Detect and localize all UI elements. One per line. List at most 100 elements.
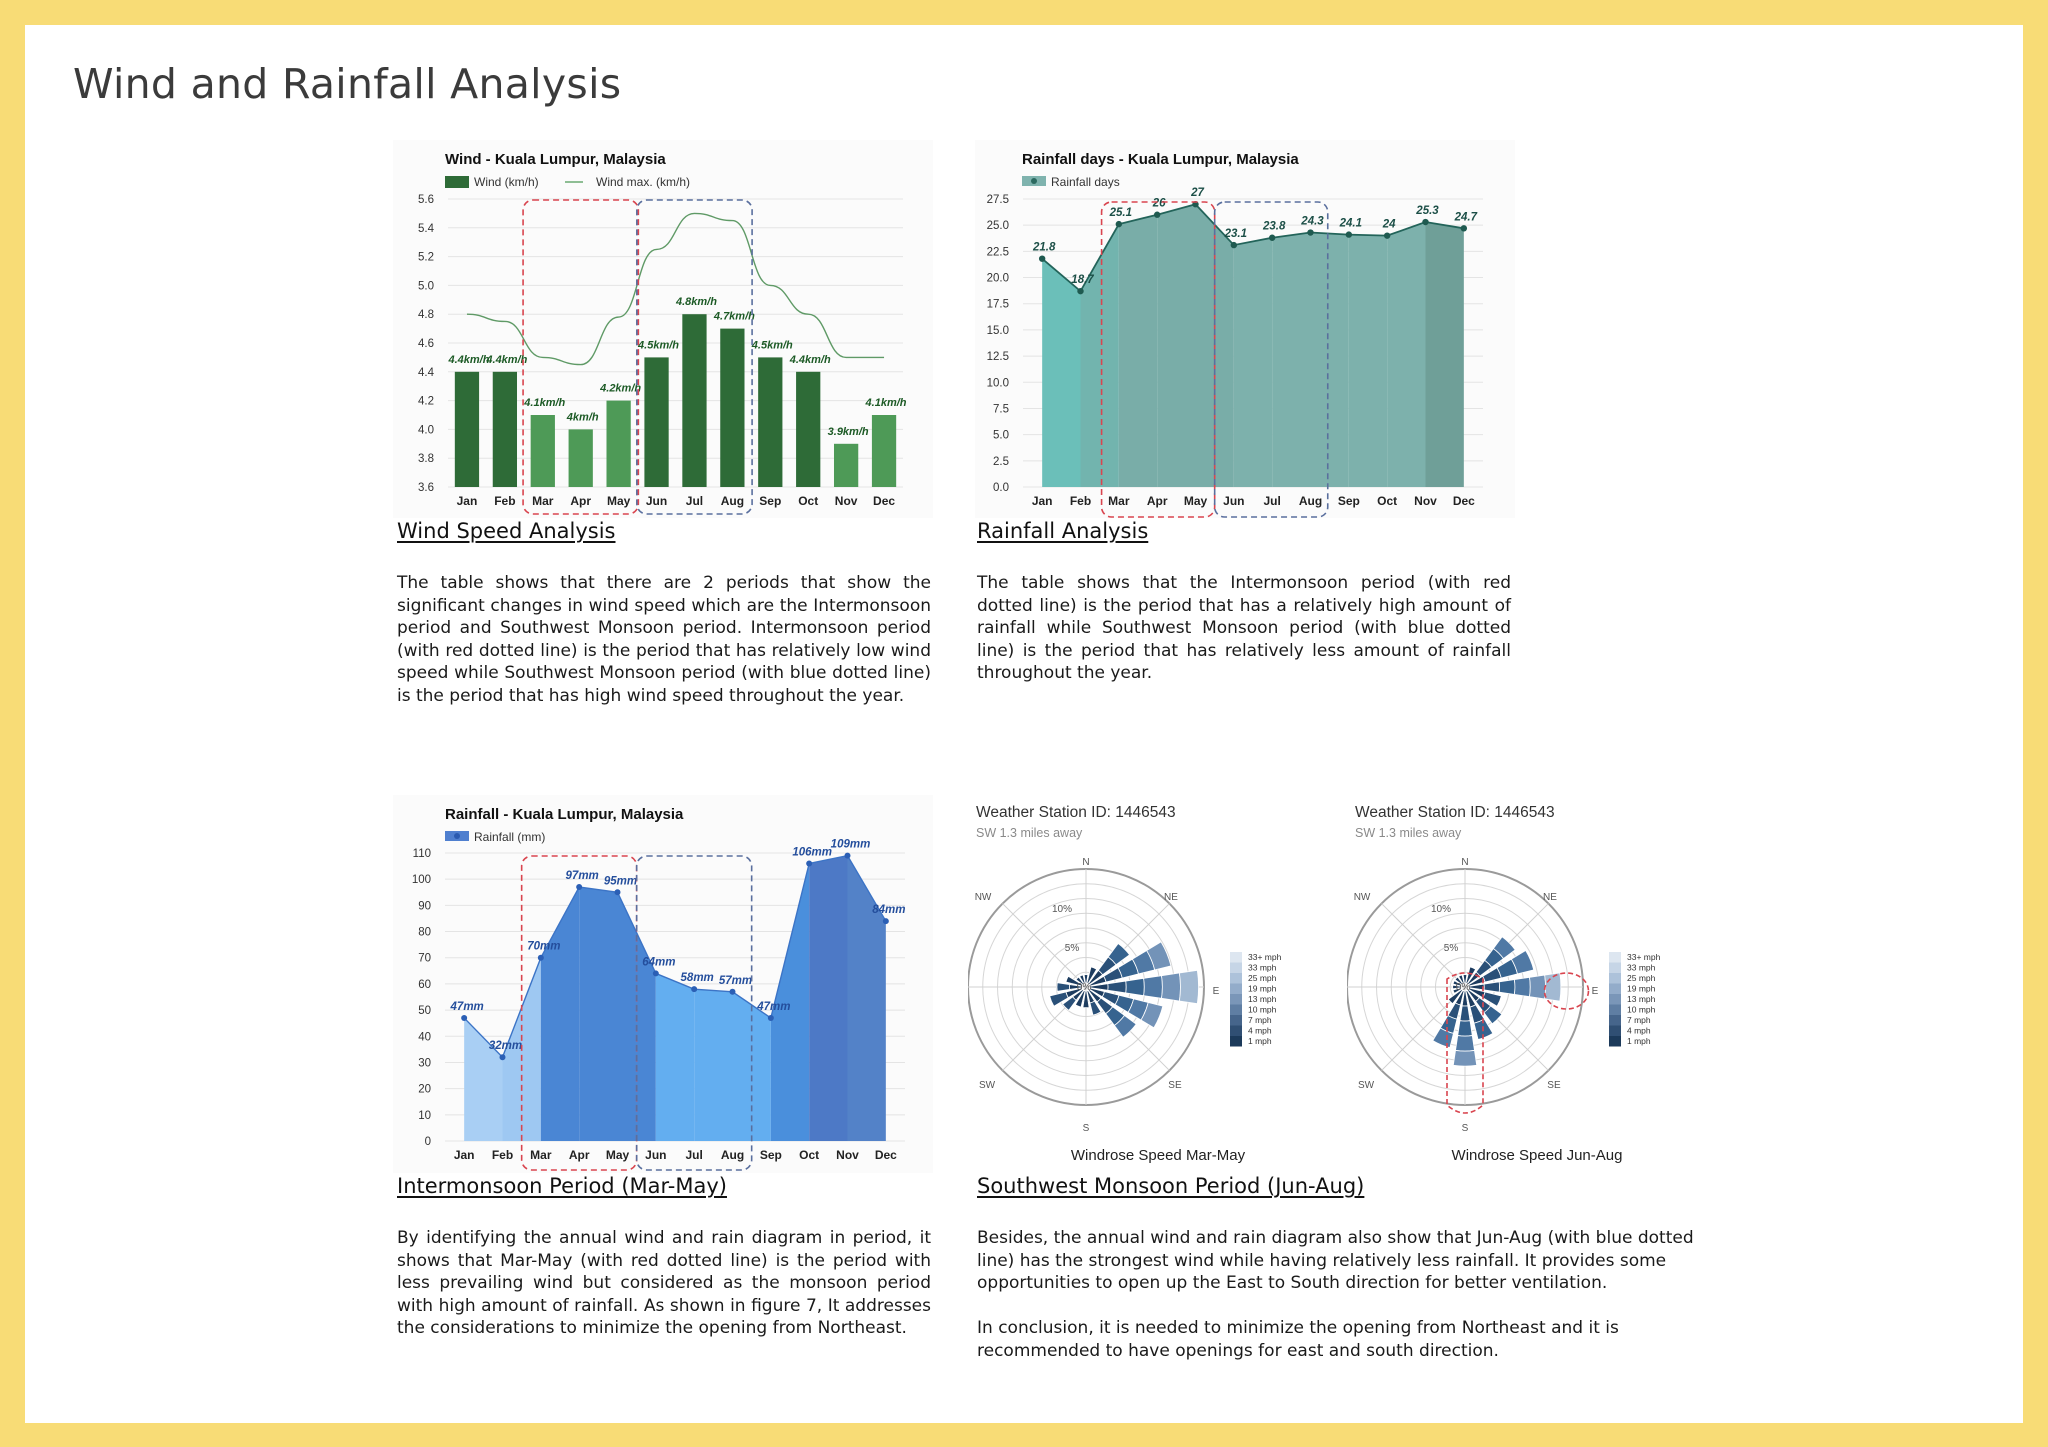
x-tick-label: Mar <box>530 1148 552 1162</box>
southwest-text-paragraph-1: Besides, the annual wind and rain diagra… <box>977 1228 1694 1294</box>
legend-label: 7 mph <box>1627 1015 1651 1025</box>
area-segment <box>464 1017 503 1141</box>
station-id: Weather Station ID: 1446543 <box>1355 804 1555 821</box>
y-tick-label: 4.0 <box>418 424 434 436</box>
series-line <box>1041 203 1464 293</box>
data-label: 3.9km/h <box>828 426 869 438</box>
x-tick-label: Nov <box>1414 494 1437 508</box>
legend-swatch <box>1609 1036 1621 1047</box>
rose-petal-segment <box>1107 980 1127 994</box>
y-tick-label: 25.0 <box>987 220 1009 232</box>
direction-label: E <box>1213 986 1220 997</box>
rose-petal-segment <box>1065 975 1084 987</box>
x-tick-label: Feb <box>492 1148 513 1162</box>
area-segment <box>1233 237 1273 487</box>
area-segment <box>1118 214 1158 487</box>
data-label: 97mm <box>566 870 599 882</box>
rose-petal-segment <box>1447 988 1464 1005</box>
rose-petal-segment <box>1459 1005 1471 1022</box>
windrose-caption: Windrose Speed Jun-Aug <box>1452 1147 1623 1164</box>
y-tick-label: 5.4 <box>418 223 435 235</box>
series-line-wind-max <box>466 212 885 366</box>
data-point <box>1307 229 1314 236</box>
data-label: 109mm <box>831 839 871 851</box>
legend-label: 7 mph <box>1248 1015 1272 1025</box>
area-segment <box>1272 232 1311 487</box>
legend-label: 33+ mph <box>1627 952 1661 962</box>
rose-petal-segment <box>1089 1000 1102 1016</box>
data-label: 4.4km/h <box>447 354 489 366</box>
southwest-text-paragraph-2: In conclusion, it is needed to minimize … <box>977 1318 1619 1361</box>
y-tick-label: 30 <box>418 1057 431 1069</box>
y-tick-label: 5.2 <box>418 252 434 264</box>
rose-petal-segment <box>1083 974 1089 984</box>
area-segment <box>1080 224 1119 487</box>
direction-label: SE <box>1547 1080 1561 1091</box>
data-point <box>614 889 621 896</box>
area-segment <box>1425 222 1464 487</box>
rose-petal-segment <box>1483 1005 1503 1025</box>
direction-label: N <box>1082 857 1089 868</box>
area-segment <box>847 855 886 1141</box>
legend-swatch <box>1230 1036 1242 1047</box>
ring-label: 0% <box>1456 982 1471 993</box>
rose-spoke <box>1381 903 1466 988</box>
rose-petal-segment <box>1049 991 1069 1007</box>
bar <box>568 429 593 487</box>
legend-swatch <box>1230 1004 1242 1015</box>
area-segment <box>1157 204 1196 487</box>
legend-label: 33 mph <box>1627 963 1656 973</box>
ring-label: 10% <box>1431 904 1451 915</box>
legend-label: 19 mph <box>1248 984 1277 994</box>
data-point <box>844 852 851 859</box>
rose-petal-segment <box>1492 936 1516 960</box>
x-tick-label: Jan <box>454 1148 475 1162</box>
rose-petal-segment <box>1498 979 1516 995</box>
y-tick-label: 7.5 <box>993 403 1009 415</box>
y-tick-label: 17.5 <box>987 299 1009 311</box>
y-tick-label: 50 <box>418 1005 431 1017</box>
rose-petal-segment <box>1161 972 1181 1002</box>
intermonsoon-heading: Intermonsoon Period (Mar-May) <box>397 1174 727 1198</box>
data-point <box>461 1014 468 1021</box>
data-label: 47mm <box>756 1001 790 1013</box>
windrose-jun-aug: Weather Station ID: 1446543 SW 1.3 miles … <box>1347 795 1717 1170</box>
data-label: 25.3 <box>1415 205 1439 217</box>
x-tick-label: Apr <box>570 494 591 508</box>
rose-petal-segment <box>1457 1020 1473 1037</box>
y-tick-label: 100 <box>412 874 431 886</box>
data-point <box>767 1014 774 1021</box>
data-label: 4.1km/h <box>523 397 565 409</box>
windrose-mar-may: Weather Station ID: 1446543 SW 1.3 miles … <box>968 795 1338 1170</box>
x-tick-label: Feb <box>494 494 515 508</box>
rose-petal-segment <box>1452 1049 1478 1067</box>
y-tick-label: 90 <box>418 900 431 912</box>
x-tick-label: Oct <box>798 494 818 508</box>
data-label: 21.8 <box>1032 242 1056 254</box>
legend-label: Rainfall (mm) <box>474 830 545 844</box>
data-point <box>1268 234 1276 241</box>
legend-label: Wind max. (km/h) <box>596 175 690 189</box>
direction-label: S <box>1462 1123 1469 1134</box>
legend-label: 1 mph <box>1248 1036 1272 1046</box>
rose-petal-segment <box>1146 941 1172 971</box>
data-label: 4.4km/h <box>789 354 831 366</box>
area-segment <box>694 989 733 1141</box>
legend-label: Rainfall days <box>1051 175 1120 189</box>
southwest-monsoon-heading: Southwest Monsoon Period (Jun-Aug) <box>977 1174 1365 1198</box>
rose-petal-segment <box>1079 974 1086 985</box>
x-tick-label: Jun <box>646 494 667 508</box>
bar <box>796 371 821 487</box>
data-point <box>537 954 544 961</box>
legend-label: 25 mph <box>1248 973 1277 983</box>
data-point <box>1153 211 1161 218</box>
rose-petal-segment <box>1482 991 1502 1007</box>
rose-petal-segment <box>1455 1035 1475 1052</box>
x-tick-label: Feb <box>1070 494 1091 508</box>
x-tick-label: May <box>1184 494 1208 508</box>
rose-petal-segment <box>1483 981 1501 993</box>
y-tick-label: 0.0 <box>993 482 1009 494</box>
x-tick-label: Jan <box>457 494 478 508</box>
legend-swatch <box>1230 962 1242 973</box>
data-label: 4km/h <box>566 411 599 423</box>
